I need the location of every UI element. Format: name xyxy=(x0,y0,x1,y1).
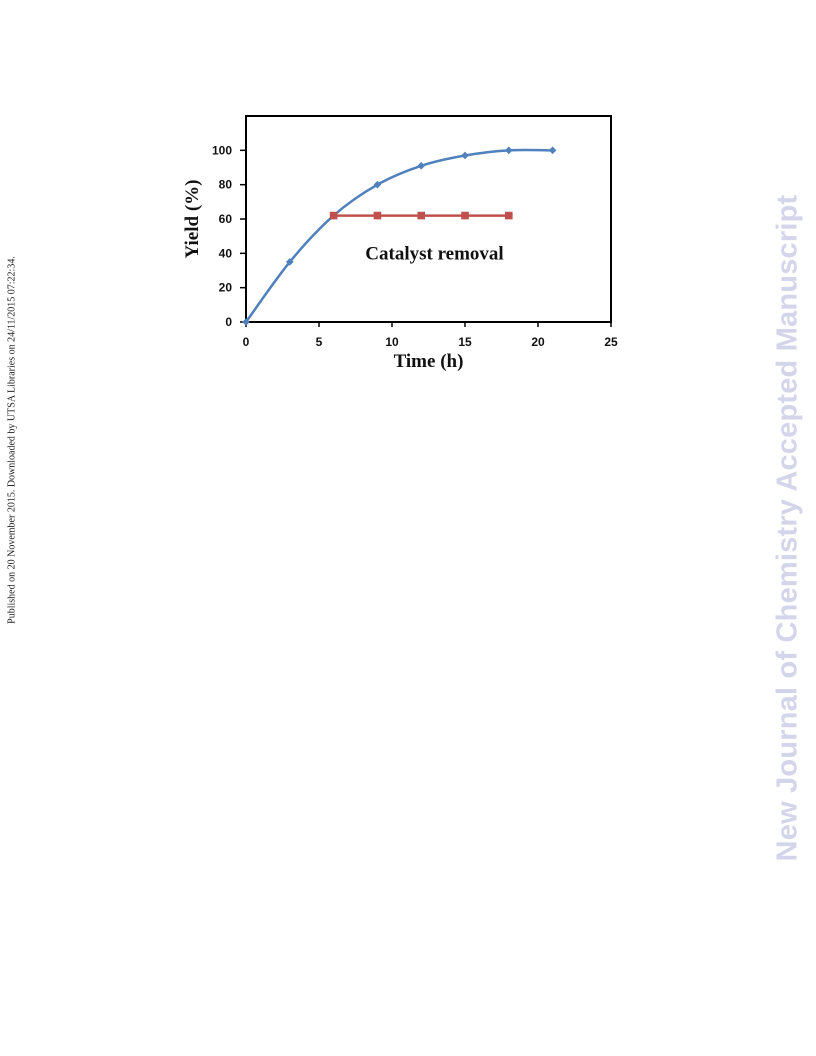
series-1-point xyxy=(505,146,513,155)
series-2-point xyxy=(373,211,382,220)
series-1-line xyxy=(244,148,553,323)
series-1-point xyxy=(286,258,294,266)
x-axis-title: Time (h) xyxy=(394,351,464,372)
series-2-point xyxy=(329,211,338,220)
y-tick-label: 100 xyxy=(212,143,232,157)
x-tick-label: 25 xyxy=(604,335,618,349)
series-1-point xyxy=(548,146,557,155)
x-tick-label: 15 xyxy=(458,335,472,349)
y-tick-label: 80 xyxy=(219,178,233,192)
y-tick-label: 20 xyxy=(219,281,233,295)
series-2-point xyxy=(505,211,513,220)
y-tick-label: 60 xyxy=(219,212,233,226)
y-tick-label: 0 xyxy=(225,315,232,329)
y-axis-title: Yield (%) xyxy=(182,180,203,259)
series-1-point xyxy=(417,161,425,170)
series-2-point xyxy=(417,211,425,220)
series-1-point xyxy=(461,151,469,160)
x-tick-label: 0 xyxy=(243,335,250,349)
series-2-point xyxy=(461,211,469,220)
annotation-catalyst-removal: Catalyst removal xyxy=(365,243,503,264)
plot-frame xyxy=(245,115,612,323)
series-1-point xyxy=(242,318,250,326)
x-tick-label: 20 xyxy=(531,335,545,349)
x-tick-label: 10 xyxy=(385,335,399,349)
x-tick-label: 5 xyxy=(316,335,323,349)
series-1-point xyxy=(373,180,382,189)
y-tick-label: 40 xyxy=(219,246,233,260)
